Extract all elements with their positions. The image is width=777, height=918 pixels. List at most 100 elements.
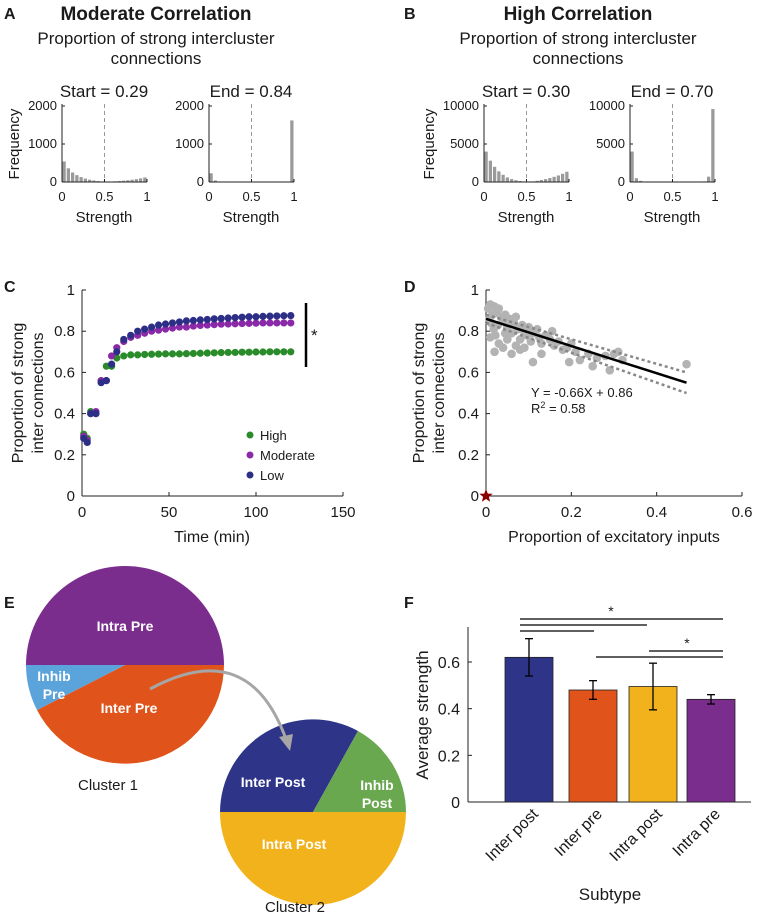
data-point-low (252, 313, 260, 321)
data-point-low (245, 313, 253, 321)
data-point-moderate (203, 321, 211, 329)
bar-intra-pre (686, 698, 736, 803)
x-tick-label: Intra post (607, 805, 667, 865)
data-point-moderate (280, 319, 288, 327)
data-point-moderate (217, 320, 225, 328)
significance-star: * (311, 326, 318, 345)
y-tick-label: 0.4 (438, 702, 460, 719)
data-point-low (148, 323, 156, 331)
x-tick-label: 1 (290, 189, 297, 204)
y-tick-label: 1 (471, 282, 479, 299)
panel-letter-f: F (404, 595, 414, 612)
histogram-bar (556, 175, 560, 182)
data-point-moderate (161, 325, 170, 333)
data-point-moderate (196, 321, 204, 330)
data-point-high (120, 352, 128, 360)
data-point-low (120, 335, 128, 344)
pie-label-inter-post: Inter Post (241, 774, 306, 790)
x-tick-label: 0 (78, 504, 86, 521)
y-tick-label: 2000 (28, 98, 57, 113)
x-axis-label: Strength (223, 209, 280, 226)
x-tick-label: 0.5 (663, 189, 681, 204)
x-axis-label: Time (min) (174, 529, 250, 546)
histogram-bar (544, 179, 548, 182)
data-point (528, 357, 538, 367)
data-point-high (252, 348, 260, 356)
histogram-bar (634, 178, 638, 182)
histogram-bar (130, 179, 134, 182)
legend-marker-moderate (246, 451, 254, 459)
x-axis-label: Strength (644, 209, 701, 226)
data-point (588, 361, 597, 371)
histogram-bar (92, 180, 96, 182)
histogram-bar (139, 178, 143, 182)
pie-label-intra-pre: Intra Pre (97, 618, 154, 634)
data-point-low (87, 410, 95, 418)
data-point (520, 343, 529, 352)
histogram-bar (505, 177, 509, 182)
data-point-low (259, 312, 267, 320)
panel-f: F Average strength 0 0.2 0.4 0.6 Inter post… (404, 595, 751, 904)
panel-a-subtitle-line-1: Proportion of strong intercluster (37, 29, 275, 48)
panel-b-subtitle-line-1: Proportion of strong intercluster (459, 29, 697, 48)
histogram-bar (497, 171, 501, 182)
y-tick-label: 5000 (450, 136, 479, 151)
bar-inter-post (504, 656, 554, 803)
data-point (564, 357, 574, 367)
data-point-moderate (231, 320, 239, 328)
data-point-high (168, 350, 177, 358)
histogram-bar (71, 172, 75, 182)
data-point-moderate (189, 322, 197, 330)
x-tick-label: 1 (711, 189, 718, 204)
cluster-2-label: Cluster 2 (265, 899, 325, 916)
data-point-low (231, 314, 239, 322)
data-point-high (273, 348, 281, 356)
x-tick-label: 0.5 (242, 189, 260, 204)
data-point-high (127, 351, 135, 359)
x-tick-label: 0.5 (95, 189, 113, 204)
y-axis-label-line-2: inter connections (431, 333, 448, 454)
bar-inter-pre (568, 689, 618, 803)
data-point-low (83, 438, 91, 447)
legend-label-high: High (260, 428, 287, 443)
histogram-bar (213, 180, 217, 182)
data-point-moderate (154, 326, 163, 334)
x-tick-label: 100 (243, 504, 268, 521)
y-tick-label: 1000 (28, 136, 57, 151)
data-point-low (189, 316, 197, 325)
panel-a-subtitle-line-2: connections (111, 49, 202, 68)
data-point-high (259, 348, 267, 356)
panel-letter-a: A (4, 6, 16, 23)
data-point-high (134, 351, 142, 359)
y-tick-label: 0.6 (438, 655, 460, 672)
data-point-low (92, 410, 100, 418)
data-point (485, 333, 495, 342)
legend: High Moderate Low (246, 428, 315, 483)
x-axis-label: Proportion of excitatory inputs (508, 529, 720, 546)
data-point-low (107, 360, 116, 368)
y-tick-label: 5000 (596, 136, 625, 151)
panel-letter-d: D (404, 279, 416, 296)
histogram-bar (565, 171, 569, 182)
y-tick-label: 0 (618, 174, 625, 189)
significance-star: * (684, 635, 690, 651)
panel-d: D Proportion of strong inter connections… (404, 279, 752, 546)
r-squared: R2 = 0.58 (531, 400, 586, 416)
data-point-low (175, 318, 184, 326)
data-point-high (287, 348, 295, 356)
data-point (682, 359, 691, 369)
histogram-bar (83, 178, 87, 182)
pie-slice-inhib-post (313, 731, 406, 812)
histogram-bar (630, 151, 634, 182)
data-point-moderate (252, 319, 260, 327)
data-point-high (141, 350, 149, 359)
pie-slice-inter-post (220, 719, 358, 812)
pie-slice-inter-pre (37, 665, 224, 764)
data-point-low (287, 311, 295, 320)
histogram-bar (88, 179, 92, 182)
panel-c: C Proportion of strong inter connections… (4, 279, 356, 546)
legend-label-low: Low (260, 468, 284, 483)
histogram-bar (501, 174, 505, 182)
data-point (494, 304, 504, 313)
data-point (515, 335, 525, 344)
